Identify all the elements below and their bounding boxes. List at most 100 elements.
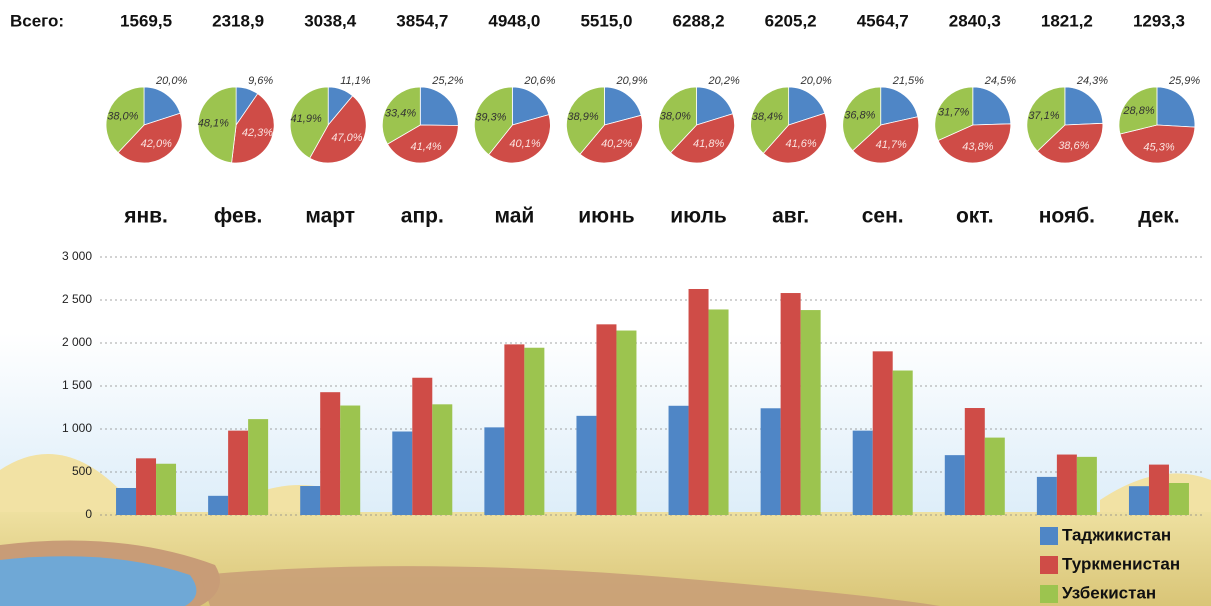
total-value: 6288,2 [673,11,725,30]
pie-label: 48,1% [198,118,229,130]
month-label: апр. [401,205,444,228]
y-tick-label: 500 [72,464,92,478]
bar [688,288,709,515]
bar [872,351,893,515]
bar [228,430,249,515]
pie-slice [972,86,1012,126]
bar [504,344,525,515]
pie-slice [1118,86,1158,135]
legend-swatch [1040,556,1058,574]
pie-slice [105,86,145,154]
month-label: фев. [214,205,263,228]
pie-label: 38,0% [660,111,691,123]
bar [964,408,985,515]
pie-slice [604,86,642,126]
pie-slice [1064,86,1104,126]
total-value: 4564,7 [857,11,909,30]
totals-label: Всего: [10,11,64,30]
pie-label: 25,9% [1168,75,1200,87]
total-value: 2840,3 [949,11,1001,30]
pie-slice [386,124,459,164]
pie-slice [1036,122,1104,164]
pie-label: 28,8% [1122,105,1154,117]
month-label: янв. [123,205,168,228]
total-value: 3854,7 [396,11,448,30]
pie-label: 36,8% [844,110,875,122]
pie-label: 41,8% [693,138,724,150]
month-label: июнь [578,205,635,228]
pie-slice [419,86,459,126]
bar [156,463,177,515]
bar [248,419,269,515]
total-value: 1293,3 [1133,11,1185,30]
pie-label: 25,2% [431,75,463,87]
y-tick-label: 3 000 [62,249,92,263]
month-label: нояб. [1039,205,1095,228]
pie-label: 20,2% [708,75,740,87]
y-tick-label: 1 000 [62,421,92,435]
pie-label: 24,3% [1076,75,1108,87]
y-tick-label: 0 [85,507,92,521]
pie-slice [696,86,734,126]
total-value: 4948,0 [488,11,540,30]
pie-slice [566,86,605,155]
bar [760,408,781,515]
pie-label: 41,6% [785,138,816,150]
bar [616,330,637,515]
pie-label: 41,9% [291,113,322,125]
bar [116,487,137,515]
pie-label: 42,3% [242,127,273,139]
pie-slice [381,86,421,145]
pie-label: 20,6% [523,75,555,87]
y-tick-label: 2 000 [62,335,92,349]
y-tick-label: 1 500 [62,378,92,392]
bar [432,404,453,515]
pie-label: 47,0% [331,132,362,144]
legend-label: Узбекистан [1062,583,1156,602]
bar [780,293,801,515]
bar [596,324,617,515]
bar [800,310,821,515]
pie-slice [1119,124,1196,164]
bar [392,431,413,515]
pie-slice [934,86,974,142]
bar [944,455,965,515]
pie-slice [117,112,183,164]
pie-slice [788,86,826,126]
total-value: 5515,0 [580,11,632,30]
bar [852,430,873,515]
bar [524,347,545,515]
pie-slice [1156,86,1196,128]
total-value: 1569,5 [120,11,172,30]
pie-slice [143,86,181,126]
total-value: 1821,2 [1041,11,1093,30]
pie-label: 41,7% [876,139,907,151]
total-value: 2318,9 [212,11,264,30]
total-value: 6205,2 [765,11,817,30]
pie-slice [750,86,790,154]
pie-label: 9,6% [248,75,273,87]
pie-label: 20,9% [615,75,647,87]
pie-slice [762,112,827,164]
bar [300,486,321,515]
legend-label: Таджикистан [1062,525,1171,544]
pie-label: 41,4% [410,141,441,153]
pie-label: 43,8% [962,141,993,153]
pie-label: 38,9% [567,111,598,123]
month-label: авг. [772,205,809,228]
pie-slice [289,86,329,159]
pie-slice [842,86,882,152]
bar [1148,464,1169,515]
bar [136,458,157,515]
pie-slice [669,113,735,164]
pie-label: 20,0% [800,75,832,87]
month-label: окт. [956,205,994,228]
bar [708,309,729,515]
bar [576,415,597,515]
month-label: май [494,205,534,228]
bar [892,370,913,515]
pie-slice [1026,86,1066,152]
bar [412,377,433,515]
bar [1168,483,1189,515]
pie-slice [473,86,513,156]
